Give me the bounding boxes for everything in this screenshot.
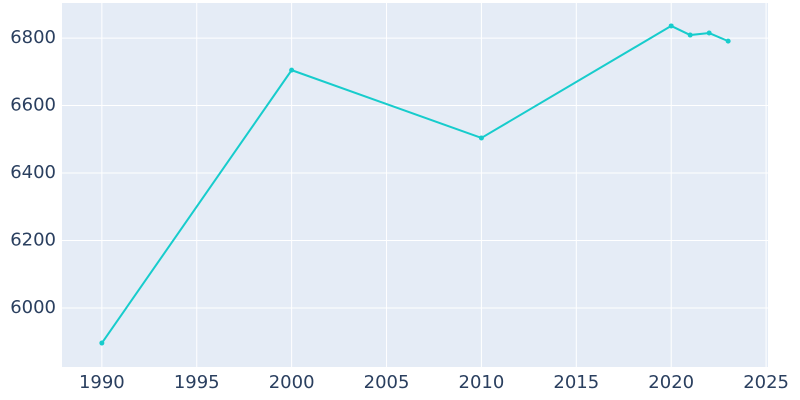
x-tick-label: 2015 (553, 372, 599, 393)
y-tick-label: 6800 (10, 27, 56, 48)
point (289, 67, 295, 73)
x-tick-label: 2020 (648, 372, 694, 393)
point (99, 340, 105, 346)
point (687, 32, 693, 38)
point (706, 30, 712, 36)
y-tick-label: 6200 (10, 229, 56, 250)
x-tick-label: 2025 (743, 372, 789, 393)
point (725, 38, 731, 44)
plot-area (62, 3, 768, 367)
x-tick-label: 2010 (459, 372, 505, 393)
x-tick-label: 2000 (269, 372, 315, 393)
x-tick-label: 1990 (79, 372, 125, 393)
point (478, 135, 484, 141)
x-tick-label: 1995 (174, 372, 220, 393)
point (668, 23, 674, 29)
x-tick-label: 2005 (364, 372, 410, 393)
y-tick-label: 6000 (10, 297, 56, 318)
y-tick-label: 6600 (10, 95, 56, 116)
y-tick-label: 6400 (10, 162, 56, 183)
